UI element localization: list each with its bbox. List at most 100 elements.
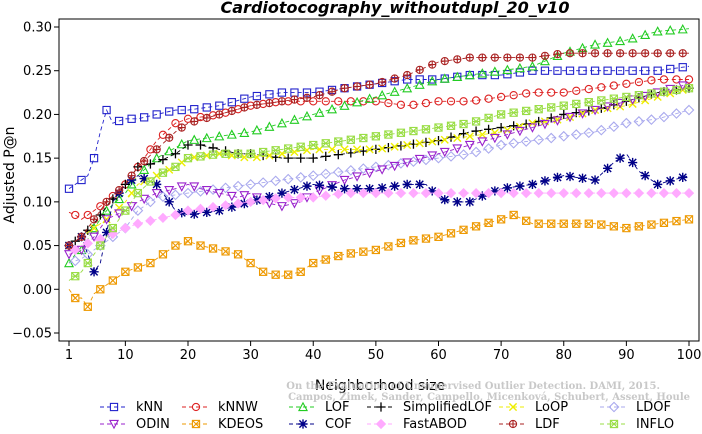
data-point: [208, 244, 218, 253]
marker-diamond-filled: [558, 187, 569, 199]
data-point: [445, 187, 457, 199]
marker-asterisk: [577, 173, 588, 183]
data-point: [659, 87, 669, 96]
marker-asterisk: [302, 181, 312, 191]
marker-x: [685, 215, 693, 224]
marker-triangle: [327, 103, 338, 114]
legend-label: FastABOD: [403, 417, 467, 432]
data-point: [320, 190, 331, 201]
series-kdeos: [68, 210, 694, 311]
marker-asterisk: [452, 197, 462, 207]
legend-marker: [191, 402, 201, 412]
marker-asterisk: [427, 186, 437, 196]
marker-square: [496, 215, 506, 224]
data-point: [590, 66, 600, 75]
data-point: [370, 161, 382, 173]
marker-triangle-down: [201, 186, 212, 196]
marker-triangle-down: [226, 191, 237, 202]
data-point: [578, 109, 587, 118]
data-point: [127, 175, 137, 185]
data-point: [396, 100, 406, 109]
data-point: [677, 24, 688, 34]
data-point: [622, 223, 631, 233]
marker-diamond-filled: [220, 200, 231, 211]
data-point: [527, 179, 538, 189]
data-point: [183, 153, 193, 163]
data-point: [665, 176, 675, 186]
marker-triangle: [502, 64, 513, 74]
data-point: [471, 222, 481, 231]
data-point: [383, 187, 394, 199]
data-point: [434, 123, 443, 132]
data-point: [377, 77, 387, 87]
marker-circle: [522, 89, 531, 98]
data-point: [127, 171, 136, 180]
marker-square: [409, 236, 418, 245]
data-point: [515, 68, 525, 77]
data-point: [114, 209, 125, 219]
data-point: [653, 179, 663, 189]
data-point: [83, 225, 93, 235]
marker-plus: [629, 49, 637, 57]
data-point: [590, 105, 601, 116]
data-point: [414, 154, 425, 165]
marker-cross: [390, 142, 399, 151]
data-point: [584, 219, 593, 228]
marker-plus: [428, 60, 436, 69]
data-point: [464, 140, 475, 151]
data-point: [672, 216, 681, 226]
marker-diamond-filled: [420, 187, 432, 199]
data-point: [215, 101, 224, 110]
marker-diamond: [232, 180, 244, 192]
data-point: [89, 222, 100, 233]
data-point: [190, 105, 199, 114]
marker-square: [202, 103, 211, 112]
marker-asterisk: [139, 173, 149, 184]
data-point: [495, 139, 507, 151]
marker-circle: [496, 92, 506, 102]
data-point: [165, 133, 174, 142]
marker-square: [672, 216, 681, 226]
data-point: [365, 145, 374, 154]
marker-square: [634, 222, 644, 231]
data-point: [502, 183, 512, 193]
marker-square: [666, 64, 675, 74]
marker-square: [622, 223, 631, 233]
marker-square: [484, 218, 493, 227]
marker-hourglass: [133, 189, 142, 198]
data-point: [440, 195, 450, 205]
data-point: [358, 187, 369, 199]
marker-x: [209, 244, 218, 253]
marker-square: [208, 244, 218, 253]
data-point: [452, 197, 462, 207]
marker-plus: [366, 81, 374, 89]
marker-hourglass: [434, 123, 443, 132]
marker-diamond: [320, 168, 332, 180]
marker-hourglass: [271, 146, 280, 155]
marker-triangle: [602, 37, 613, 47]
marker-circle: [684, 75, 694, 84]
data-point: [140, 156, 149, 166]
data-point: [483, 187, 494, 199]
marker-triangle-down: [527, 123, 538, 133]
marker-plus: [466, 54, 474, 62]
data-point: [672, 85, 681, 95]
marker-asterisk: [440, 195, 450, 205]
marker-plus: [328, 88, 336, 96]
marker-triangle: [301, 110, 312, 121]
data-point: [170, 189, 181, 201]
marker-diamond: [132, 205, 144, 216]
data-point: [140, 113, 149, 122]
data-point: [640, 29, 651, 40]
marker-hourglass: [672, 85, 681, 94]
data-point: [539, 119, 550, 130]
data-point: [364, 93, 375, 103]
data-point: [509, 108, 518, 117]
marker-x: [609, 222, 618, 231]
marker-x: [83, 302, 92, 311]
data-point: [352, 96, 363, 107]
x-axis: 1 10 20 30 40 50 60 70 80 90 100: [65, 341, 701, 363]
data-point: [227, 98, 236, 107]
data-point: [308, 192, 319, 203]
data-point: [547, 219, 556, 228]
